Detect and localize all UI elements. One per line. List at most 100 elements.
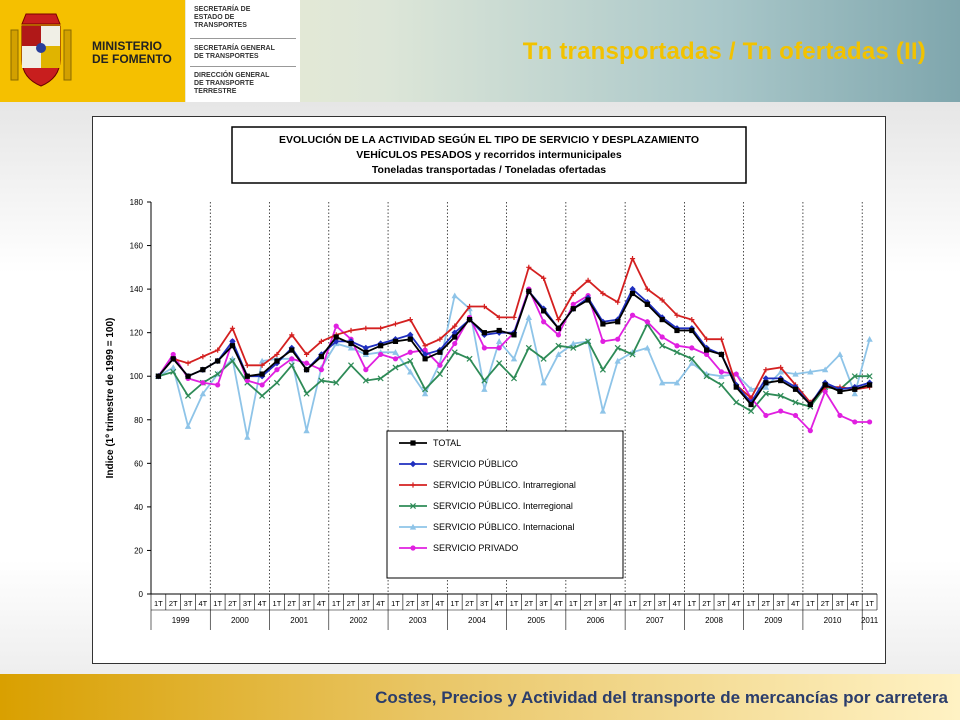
quarter-label: 3T: [302, 599, 311, 608]
data-point: [718, 381, 725, 388]
data-point: [258, 357, 266, 364]
data-point: [792, 412, 799, 419]
quarter-label: 4T: [376, 599, 385, 608]
data-point: [599, 366, 606, 373]
legend-label: TOTAL: [433, 438, 461, 448]
data-point: [541, 319, 547, 325]
data-point: [496, 360, 503, 367]
data-point: [659, 334, 665, 340]
data-point: [866, 382, 873, 388]
data-point: [244, 434, 251, 440]
data-point: [200, 367, 206, 373]
data-point: [748, 408, 755, 415]
footer-bar: Costes, Precios y Actividad del transpor…: [0, 674, 960, 720]
data-point: [347, 362, 355, 369]
data-point: [866, 419, 873, 425]
data-point: [333, 334, 339, 340]
chart-title-line: EVOLUCIÓN DE LA ACTIVIDAD SEGÚN EL TIPO …: [279, 133, 699, 146]
y-tick-label: 160: [130, 242, 144, 251]
quarter-label: 3T: [421, 599, 430, 608]
data-point: [422, 343, 428, 349]
data-point: [259, 362, 265, 368]
data-point: [259, 382, 265, 388]
data-point: [274, 351, 280, 358]
divider: [190, 38, 296, 39]
quarter-label: 4T: [258, 599, 267, 608]
quarter-label: 3T: [184, 599, 193, 608]
year-label: 2000: [231, 616, 249, 625]
data-point: [704, 336, 710, 342]
y-tick-label: 60: [134, 459, 143, 468]
data-point: [570, 344, 577, 351]
data-point: [629, 351, 636, 358]
data-point: [629, 290, 636, 297]
data-point: [615, 319, 621, 325]
data-point: [229, 325, 236, 331]
data-point: [170, 368, 177, 375]
data-point: [704, 351, 710, 358]
data-point: [762, 375, 770, 382]
data-point: [333, 379, 340, 386]
data-point: [378, 343, 384, 349]
data-point: [347, 344, 355, 351]
data-point: [422, 356, 428, 362]
data-point: [407, 357, 414, 365]
logo-block: MINISTERIO DE FOMENTO: [0, 0, 185, 102]
data-point: [363, 367, 369, 373]
y-tick-label: 0: [139, 590, 144, 599]
data-point: [674, 312, 680, 318]
year-label: 2001: [290, 616, 308, 625]
data-point: [274, 367, 280, 373]
quarter-label: 2T: [821, 599, 830, 608]
quarter-label: 1T: [273, 599, 282, 608]
data-point: [585, 277, 591, 283]
data-point: [466, 303, 473, 310]
data-point: [407, 331, 414, 339]
chart-title-line: VEHÍCULOS PESADOS y recorridos intermuni…: [356, 148, 622, 161]
data-point: [215, 382, 221, 388]
ministry-line2: DE FOMENTO: [92, 52, 172, 66]
divider: [190, 66, 296, 67]
quarter-label: 2T: [406, 599, 415, 608]
legend-label: SERVICIO PÚBLICO. Intrarregional: [433, 480, 576, 490]
data-point: [763, 412, 769, 419]
data-point: [392, 338, 399, 344]
data-point: [407, 368, 414, 375]
data-point: [851, 373, 858, 380]
quarter-label: 1T: [569, 599, 578, 608]
data-point: [718, 336, 725, 342]
data-point: [541, 275, 547, 281]
data-point: [866, 373, 873, 380]
quarter-label: 4T: [317, 599, 326, 608]
data-point: [377, 375, 384, 382]
data-point: [718, 373, 725, 379]
data-point: [807, 428, 813, 434]
quarter-label: 4T: [495, 599, 504, 608]
data-point: [185, 392, 192, 399]
quarter-label: 2T: [465, 599, 474, 608]
y-tick-label: 80: [134, 416, 143, 425]
quarter-label: 2T: [169, 599, 178, 608]
header-banner: MINISTERIO DE FOMENTO SECRETARÍA DE ESTA…: [0, 0, 960, 102]
data-point: [407, 336, 413, 342]
quarter-label: 4T: [732, 599, 741, 608]
quarter-label: 2T: [228, 599, 237, 608]
data-point: [185, 373, 191, 379]
data-point: [866, 336, 873, 342]
dept1-line: ESTADO DE: [194, 14, 235, 21]
data-point: [436, 371, 443, 378]
data-point: [585, 338, 592, 345]
data-point: [362, 377, 369, 384]
data-point: [452, 334, 458, 340]
data-point: [422, 386, 429, 393]
data-point: [555, 317, 562, 323]
legend-marker: [409, 502, 417, 510]
data-point: [555, 325, 562, 331]
data-point: [674, 343, 680, 349]
quarter-label: 2T: [347, 599, 356, 608]
quarter-label: 3T: [599, 599, 608, 608]
data-point: [392, 349, 399, 355]
data-point: [525, 344, 532, 351]
quarter-label: 1T: [865, 599, 874, 608]
data-point: [689, 327, 695, 334]
